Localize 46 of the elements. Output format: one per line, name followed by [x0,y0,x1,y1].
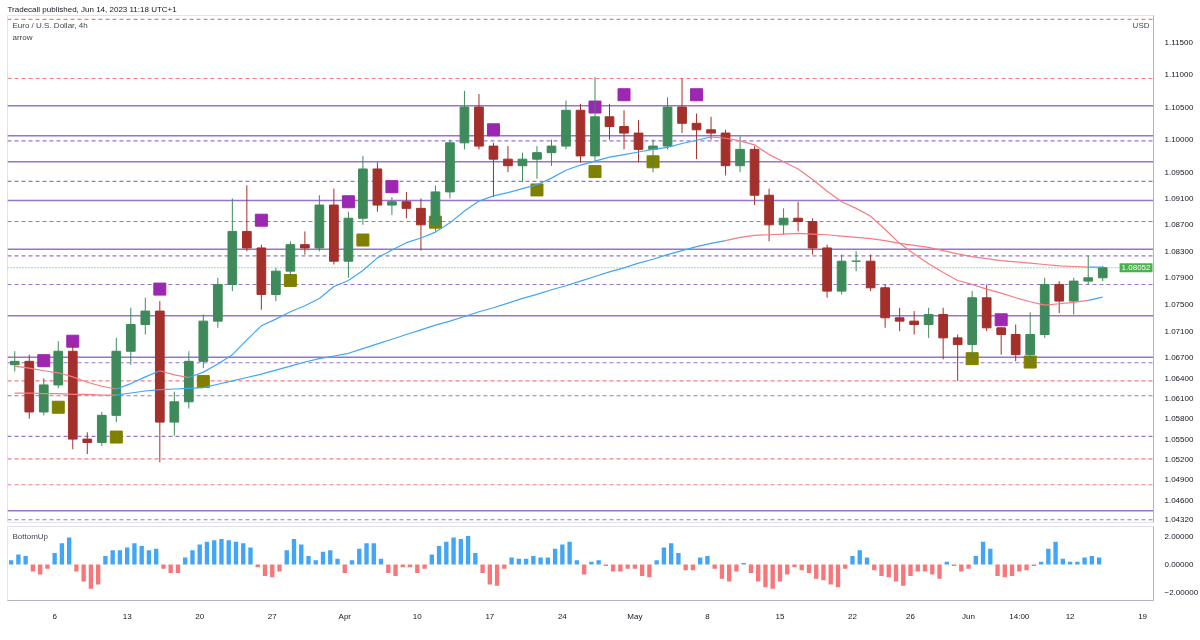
text: Euro / U.S. Dollar, 4h [12,20,88,30]
y-tick-label: 0.00000 [1164,560,1194,569]
y-tick-label: 1.07900 [1164,273,1194,283]
y-tick-label: 1.11500 [1164,37,1194,47]
y-tick-label: 1.04320 [1164,515,1194,525]
x-tick-label: 22 [848,611,858,621]
y-tick-label: 2.00000 [1164,531,1194,541]
x-tick-label: 12 [1065,611,1076,621]
y-tick-label: 1.07100 [1164,326,1194,336]
x-tick-label: 6 [52,611,58,621]
y-tick-label: 1.10000 [1164,135,1194,145]
y-tick-label: 1.06100 [1164,393,1194,403]
y-tick-label: 1.05200 [1164,455,1194,465]
x-tick-label: 17 [485,611,495,621]
y-tick-label: 1.08700 [1164,220,1194,230]
x-tick-label: 14:00 [1009,611,1030,621]
x-tick-label: Apr [338,611,352,621]
y-tick-label: 1.05500 [1164,434,1194,444]
x-tick-label: 24 [557,611,568,621]
y-tick-label: 1.05800 [1164,414,1194,424]
y-tick-label: −2.00000 [1164,588,1199,598]
x-tick-label: 26 [906,611,916,621]
y-tick-label: 1.09500 [1164,167,1194,177]
x-tick-label: 20 [195,611,205,621]
x-tick-label: 19 [1138,611,1148,621]
y-axis-title: USD [1132,20,1150,30]
ref-line-label: 1.08052 [1121,263,1152,273]
x-tick-label: May [627,611,643,621]
y-tick-label: 1.06400 [1164,373,1194,383]
text: BottomUp [12,531,49,541]
y-tick-label: 1.09100 [1164,193,1194,203]
x-tick-label: 15 [775,611,785,621]
text: arrow [12,32,33,42]
x-tick-label: 8 [705,611,711,621]
y-tick-label: 1.08300 [1164,246,1194,256]
y-tick-label: 1.06700 [1164,353,1194,363]
text: Tradecall published, Jun 14, 2023 11:18 UTC+1 [7,4,178,14]
y-tick-label: 1.07500 [1164,299,1194,309]
x-tick-label: 27 [267,611,278,621]
x-tick-label: 10 [412,611,423,621]
y-tick-label: 1.04900 [1164,475,1194,485]
x-tick-label: Jun [962,611,975,621]
x-tick-label: 13 [122,611,133,621]
y-tick-label: 1.10500 [1164,102,1194,112]
y-tick-label: 1.11000 [1164,70,1194,80]
y-tick-label: 1.04600 [1164,496,1194,506]
